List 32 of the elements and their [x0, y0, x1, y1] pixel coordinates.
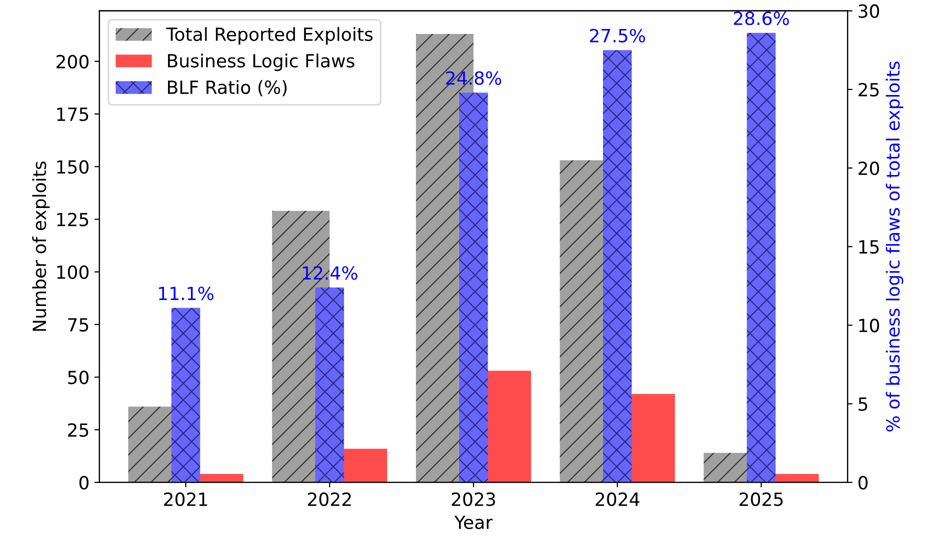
- data-label: 11.1%: [159, 286, 214, 300]
- legend-label: BLF Ratio (%): [168, 80, 287, 96]
- y2-tick-label: 15: [859, 240, 879, 254]
- x-tick-label: 2021: [164, 492, 208, 506]
- y-axis-title: Number of exploits: [32, 162, 50, 331]
- y2-tick-label: 5: [858, 397, 868, 411]
- x-axis-title: Year: [454, 516, 493, 530]
- y-tick-label: 50: [68, 370, 89, 384]
- y2-tick-label: 10: [859, 318, 880, 332]
- y-tick-label: 125: [57, 212, 88, 226]
- y-tick-label: 100: [57, 265, 89, 279]
- y-tick-label: 0: [79, 476, 89, 490]
- y-tick-label: 200: [56, 54, 89, 68]
- x-tick-label: 2025: [740, 492, 783, 506]
- y-tick-label: 150: [57, 160, 89, 174]
- x-tick-label: 2023: [452, 492, 496, 506]
- x-tick-label: 2022: [308, 492, 351, 506]
- legend-label: Business Logic Flaws: [168, 54, 354, 72]
- y2-tick-label: 25: [858, 82, 879, 97]
- y-tick-label: 175: [57, 108, 88, 122]
- data-label: 27.5%: [590, 28, 646, 42]
- y2-tick-label: 30: [858, 4, 880, 18]
- legend-label: Total Reported Exploits: [166, 27, 373, 45]
- y-tick-label: 25: [68, 423, 88, 437]
- y2-tick-label: 0: [858, 476, 868, 490]
- data-label: 28.6%: [734, 12, 789, 26]
- x-tick-label: 2024: [596, 492, 640, 506]
- y2-axis-title: % of business logic flaws of total exploits: [886, 62, 904, 432]
- y2-tick-label: 20: [858, 161, 880, 176]
- bar: [746, 32, 776, 482]
- y-tick-label: 75: [68, 318, 88, 332]
- bar: [171, 308, 200, 482]
